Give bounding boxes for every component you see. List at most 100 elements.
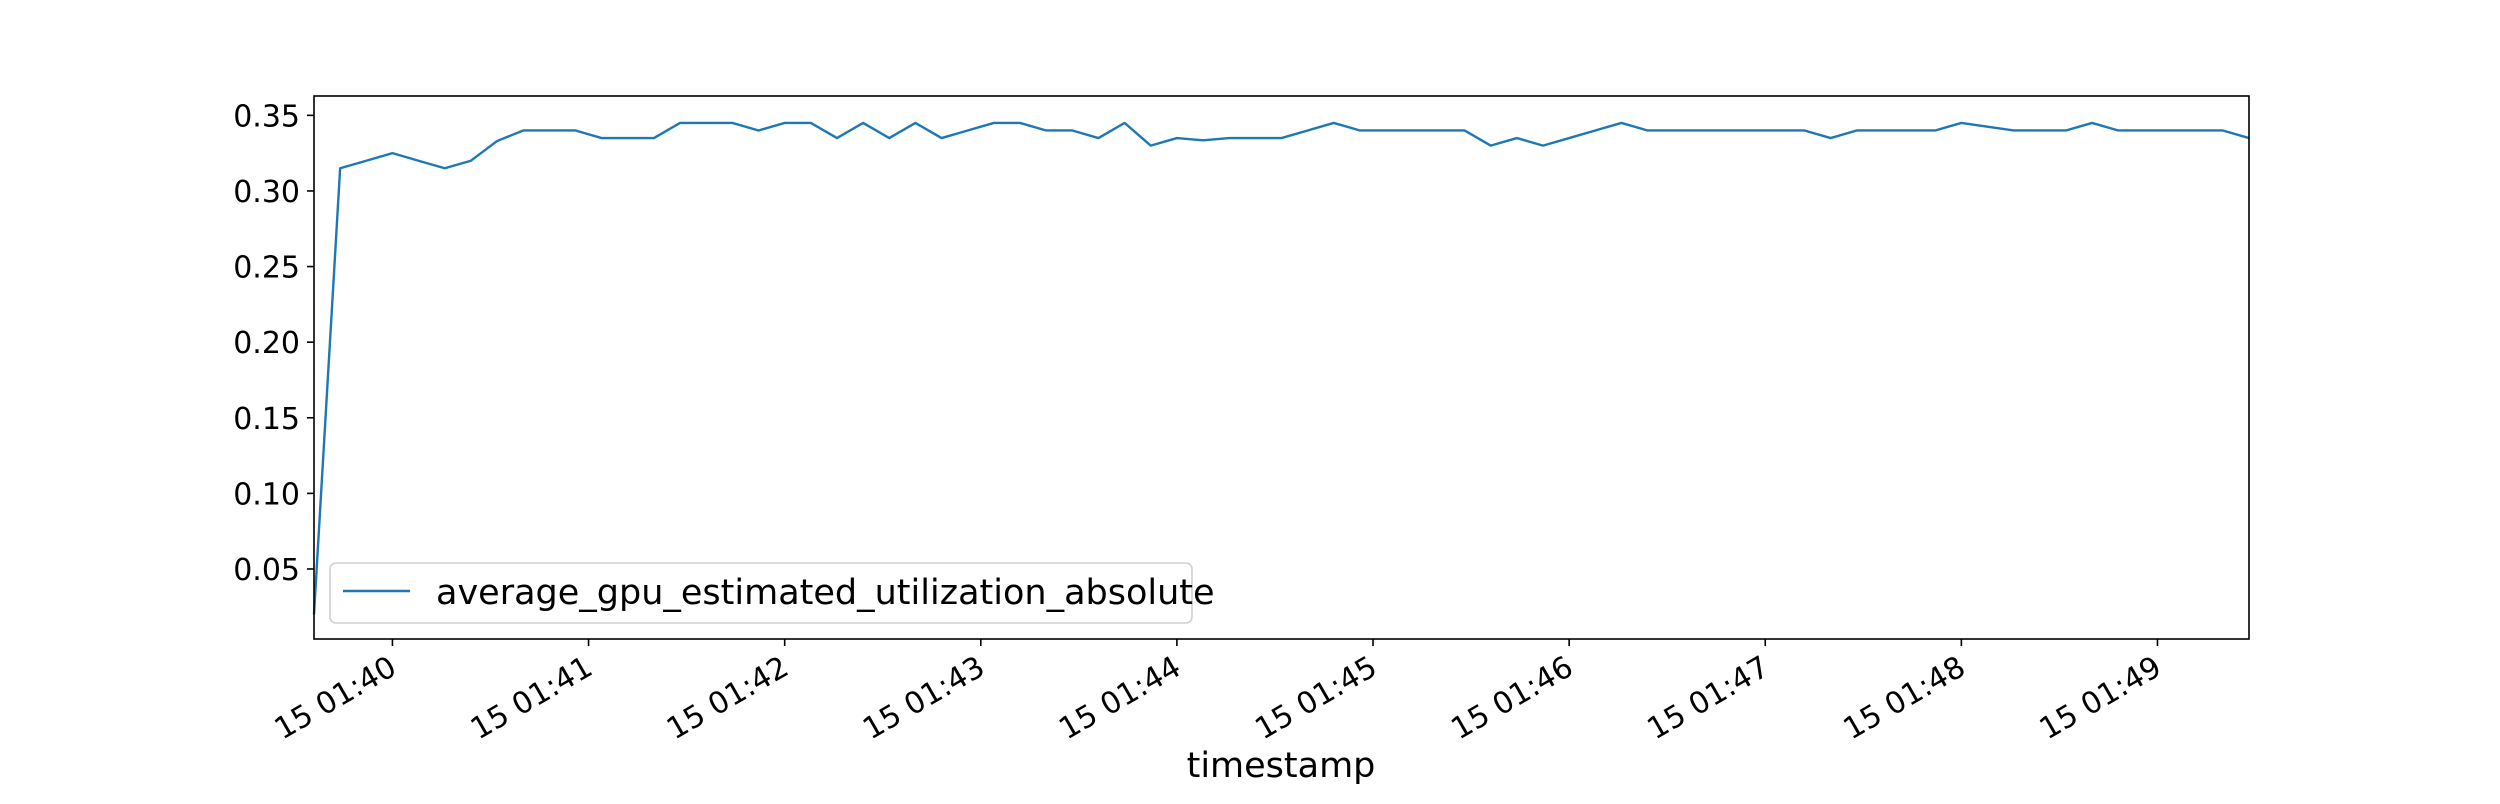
- y-tick-label: 0.10: [233, 477, 300, 512]
- data-point: [547, 128, 551, 132]
- data-point: [1149, 144, 1153, 148]
- y-tick-label: 0.25: [233, 251, 300, 286]
- data-point: [757, 128, 761, 132]
- data-point: [521, 128, 525, 132]
- data-point: [2090, 121, 2094, 125]
- data-point: [443, 166, 447, 170]
- data-point: [1332, 121, 1336, 125]
- data-point: [809, 121, 813, 125]
- data-point: [887, 136, 891, 140]
- y-tick-label: 0.05: [233, 553, 300, 588]
- data-point: [1776, 128, 1780, 132]
- data-point: [573, 128, 577, 132]
- data-point: [1881, 128, 1885, 132]
- axes-frame: [313, 95, 2250, 640]
- data-point: [1018, 121, 1022, 125]
- data-point: [2116, 128, 2120, 132]
- data-point: [1436, 128, 1440, 132]
- data-point: [1567, 136, 1571, 140]
- data-point: [600, 136, 604, 140]
- data-point: [730, 121, 734, 125]
- data-point: [1959, 121, 1963, 125]
- data-point: [1541, 144, 1545, 148]
- data-point: [2012, 128, 2016, 132]
- x-tick-label: 15 01:41: [465, 650, 599, 747]
- data-point: [913, 121, 917, 125]
- x-tick-label: 15 01:47: [1642, 650, 1776, 747]
- series-line: [312, 121, 2250, 615]
- data-point: [1724, 128, 1728, 132]
- data-point: [1750, 128, 1754, 132]
- x-tick-label: 15 01:46: [1445, 650, 1579, 747]
- y-tick-label: 0.35: [233, 99, 300, 134]
- data-point: [1593, 128, 1597, 132]
- data-point: [1175, 136, 1179, 140]
- data-point: [1306, 128, 1310, 132]
- data-point: [1802, 128, 1806, 132]
- data-point: [1201, 138, 1205, 142]
- plot-area: [312, 121, 2250, 615]
- data-point: [2064, 128, 2068, 132]
- x-tick-label: 15 01:44: [1053, 650, 1187, 747]
- data-point: [1253, 136, 1257, 140]
- data-point: [1672, 128, 1676, 132]
- data-point: [1646, 128, 1650, 132]
- y-tick-label: 0.15: [233, 402, 300, 437]
- data-point: [2169, 128, 2173, 132]
- data-point: [2142, 128, 2146, 132]
- data-point: [1070, 128, 1074, 132]
- data-point: [338, 166, 342, 170]
- data-point: [1096, 136, 1100, 140]
- data-point: [1489, 144, 1493, 148]
- legend-box: [329, 562, 1193, 624]
- data-point: [495, 139, 499, 143]
- legend: average_gpu_estimated_utilization_absolu…: [329, 562, 1215, 624]
- data-point: [1855, 128, 1859, 132]
- data-point: [783, 121, 787, 125]
- data-point: [1123, 121, 1127, 125]
- data-point: [835, 136, 839, 140]
- y-tick-label: 0.20: [233, 326, 300, 361]
- data-point: [704, 121, 708, 125]
- data-point: [652, 136, 656, 140]
- x-tick-label: 15 01:42: [661, 650, 795, 747]
- y-axis: 0.05 0.10 0.15 0.20 0.25 0.30 0.35: [233, 99, 314, 588]
- x-axis-label: timestamp: [1187, 746, 1376, 786]
- data-point: [1358, 128, 1362, 132]
- x-tick-label: 15 01:43: [857, 650, 991, 747]
- x-tick-label: 15 01:48: [1838, 650, 1972, 747]
- data-point: [1463, 128, 1467, 132]
- data-point: [1907, 128, 1911, 132]
- x-tick-label: 15 01:45: [1249, 650, 1383, 747]
- data-point: [1829, 136, 1833, 140]
- data-point: [1933, 128, 1937, 132]
- data-point: [626, 136, 630, 140]
- data-point: [390, 151, 394, 155]
- data-point: [2038, 128, 2042, 132]
- data-point: [364, 159, 368, 163]
- data-point: [1280, 136, 1284, 140]
- legend-label: average_gpu_estimated_utilization_absolu…: [436, 573, 1215, 613]
- data-point: [1698, 128, 1702, 132]
- data-point: [417, 159, 421, 163]
- data-point: [1619, 121, 1623, 125]
- data-point: [469, 159, 473, 163]
- data-point: [1044, 128, 1048, 132]
- y-tick-label: 0.30: [233, 175, 300, 210]
- x-tick-label: 15 01:40: [269, 650, 403, 747]
- data-point: [2195, 128, 2199, 132]
- data-point: [1384, 128, 1388, 132]
- data-point: [940, 136, 944, 140]
- data-point: [1227, 136, 1231, 140]
- data-point: [861, 121, 865, 125]
- data-point: [2221, 128, 2225, 132]
- data-point: [992, 121, 996, 125]
- x-tick-label: 15 01:49: [2034, 650, 2168, 747]
- data-point: [1410, 128, 1414, 132]
- data-point: [966, 128, 970, 132]
- data-point: [1515, 136, 1519, 140]
- x-axis: 15 01:40 15 01:41 15 01:42 15 01:43 15 01:44…: [269, 639, 2168, 747]
- data-point: [1986, 125, 1990, 129]
- data-point: [678, 121, 682, 125]
